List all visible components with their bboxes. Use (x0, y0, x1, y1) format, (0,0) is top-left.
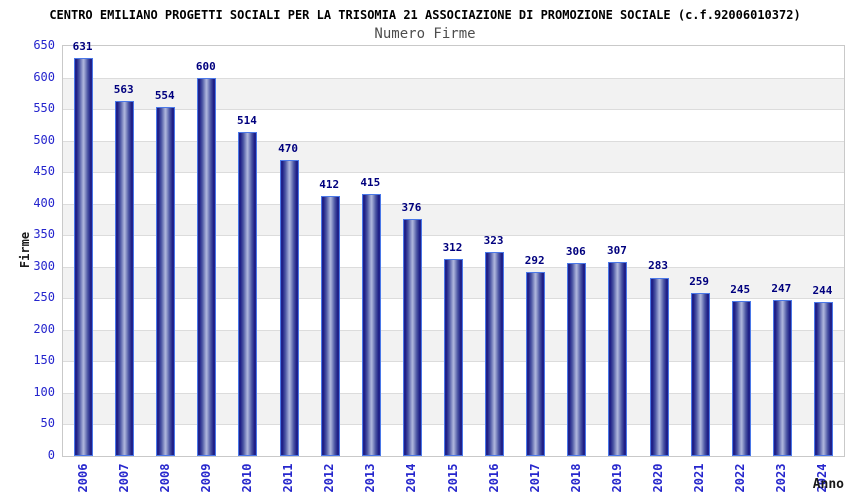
bar-2023 (772, 300, 792, 456)
bar-value-label: 470 (278, 141, 299, 155)
bar-2018 (567, 263, 587, 456)
x-tick-label: 2012 (322, 463, 337, 493)
gridline (63, 203, 844, 205)
plot-area (62, 45, 845, 457)
plot-band (63, 203, 844, 236)
x-tick-label: 2011 (281, 463, 296, 493)
x-tick-label: 2008 (157, 463, 172, 493)
gridline (63, 109, 844, 111)
bar-2014 (402, 218, 422, 456)
y-tick-label: 350 (33, 227, 55, 242)
y-tick-label: 400 (33, 195, 55, 210)
chart-title: CENTRO EMILIANO PROGETTI SOCIALI PER LA … (49, 8, 801, 22)
bar-value-label: 247 (771, 282, 792, 296)
bar-2013 (361, 194, 381, 456)
bar-value-label: 292 (524, 253, 545, 267)
bar-2006 (74, 58, 94, 456)
x-tick-label: 2018 (568, 463, 583, 493)
x-tick-label: 2019 (609, 463, 624, 493)
gridline (63, 172, 844, 174)
bar-value-label: 245 (730, 283, 751, 297)
y-tick-label: 450 (33, 164, 55, 179)
x-tick-label: 2013 (363, 463, 378, 493)
x-tick-label: 2014 (404, 463, 419, 493)
y-tick-label: 100 (33, 384, 55, 399)
bar-2021 (690, 292, 710, 456)
bar-value-label: 376 (401, 200, 422, 214)
x-tick-label: 2015 (445, 463, 460, 493)
plot-band (63, 77, 844, 110)
bar-value-label: 312 (442, 241, 463, 255)
x-tick-label: 2017 (527, 463, 542, 493)
plot-band (63, 46, 844, 78)
y-tick-label: 0 (47, 448, 55, 462)
x-tick-label: 2023 (774, 463, 789, 493)
x-tick-label: 2021 (692, 463, 707, 493)
bar-value-label: 631 (72, 39, 93, 53)
y-tick-label: 150 (33, 353, 55, 368)
gridline (63, 77, 844, 79)
y-tick-label: 50 (40, 416, 55, 431)
x-tick-label: 2009 (198, 463, 213, 493)
bar-value-label: 323 (483, 234, 504, 248)
bar-value-label: 306 (565, 244, 586, 258)
bar-2015 (444, 259, 463, 456)
x-tick-label: 2010 (239, 463, 254, 493)
plot-band (63, 140, 844, 173)
bar-2011 (279, 159, 299, 456)
bar-value-label: 563 (113, 82, 134, 96)
bar-value-label: 259 (689, 274, 710, 288)
y-tick-label: 500 (33, 132, 55, 147)
bar-value-label: 554 (154, 88, 175, 102)
bar-2009 (197, 77, 217, 456)
bar-value-label: 514 (237, 113, 257, 127)
bar-value-label: 244 (812, 284, 833, 298)
chart-subtitle: Numero Firme (374, 26, 476, 42)
y-tick-label: 250 (33, 290, 55, 305)
y-tick-label: 200 (33, 321, 55, 336)
bar-2020 (649, 277, 669, 456)
bar-2019 (608, 262, 628, 456)
bar-2012 (320, 196, 340, 456)
bar-value-label: 415 (360, 176, 381, 190)
bar-value-label: 307 (606, 244, 627, 258)
bar-value-label: 600 (195, 59, 216, 73)
bar-2016 (485, 252, 505, 456)
x-tick-label: 2020 (651, 463, 666, 493)
y-tick-label: 550 (33, 101, 55, 116)
x-tick-label: 2007 (116, 463, 131, 493)
x-tick-label: 2016 (486, 463, 501, 493)
y-axis-title: Firme (18, 231, 32, 269)
plot-band (63, 109, 844, 141)
bar-2022 (731, 301, 751, 456)
gridline (63, 140, 844, 142)
x-tick-label: 2006 (75, 463, 90, 493)
bar-2008 (156, 106, 176, 456)
bar-2024 (813, 302, 833, 456)
bar-2007 (115, 100, 135, 456)
x-tick-label: 2022 (733, 463, 748, 493)
bar-value-label: 412 (319, 178, 340, 192)
bar-2010 (238, 131, 258, 456)
x-axis-title: Anno (812, 477, 844, 492)
bar-2017 (526, 271, 546, 456)
y-tick-label: 300 (33, 258, 55, 273)
gridline (63, 235, 844, 237)
bar-value-label: 283 (648, 259, 668, 273)
y-tick-label: 600 (33, 69, 55, 84)
y-tick-label: 650 (33, 38, 55, 52)
plot-band (63, 172, 844, 204)
